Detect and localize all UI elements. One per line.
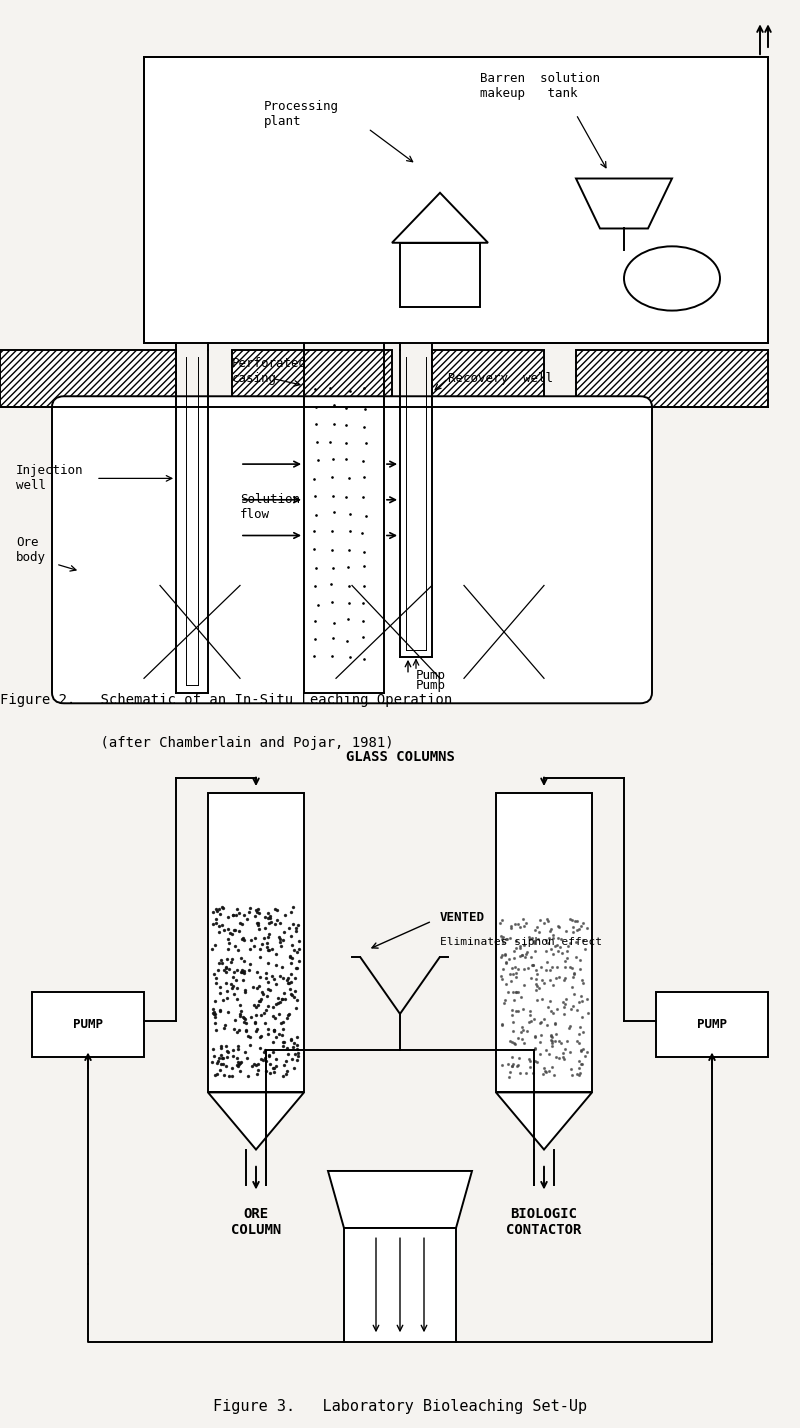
Bar — [232, 350, 392, 407]
Polygon shape — [496, 1092, 592, 1150]
Text: Solution
flow: Solution flow — [240, 493, 300, 521]
Text: Pump: Pump — [416, 668, 446, 683]
Bar — [32, 992, 144, 1057]
Text: GLASS COLUMNS: GLASS COLUMNS — [346, 750, 454, 764]
Polygon shape — [328, 1171, 472, 1228]
Ellipse shape — [624, 246, 720, 311]
Polygon shape — [576, 178, 672, 228]
Bar — [576, 350, 768, 407]
Text: Figure 3.   Laboratory Bioleaching Set-Up: Figure 3. Laboratory Bioleaching Set-Up — [213, 1399, 587, 1414]
Text: PUMP: PUMP — [697, 1018, 727, 1031]
Text: Perforated
casing: Perforated casing — [232, 357, 307, 386]
Text: PUMP: PUMP — [73, 1018, 103, 1031]
Bar — [344, 1228, 456, 1342]
Text: Eliminates siphon effect: Eliminates siphon effect — [440, 937, 602, 948]
Bar — [432, 350, 544, 407]
Bar — [144, 57, 768, 343]
Text: Barren  solution
makeup   tank: Barren solution makeup tank — [480, 71, 600, 100]
Bar — [400, 243, 480, 307]
Text: Figure 2.   Schematic of an In-Situ Leaching Operation: Figure 2. Schematic of an In-Situ Leachi… — [0, 693, 452, 707]
Text: VENTED: VENTED — [440, 911, 485, 924]
FancyBboxPatch shape — [52, 396, 652, 703]
Text: Ore
body: Ore body — [16, 536, 46, 564]
Text: (after Chamberlain and Pojar, 1981): (after Chamberlain and Pojar, 1981) — [0, 735, 394, 750]
Text: Injection
well: Injection well — [16, 464, 83, 493]
Text: Recovery  well: Recovery well — [448, 371, 553, 386]
Bar — [496, 793, 592, 1092]
Text: ORE
COLUMN: ORE COLUMN — [231, 1207, 281, 1237]
Polygon shape — [208, 1092, 304, 1150]
Text: Pump: Pump — [416, 678, 446, 693]
Bar — [656, 992, 768, 1057]
Text: BIOLOGIC
CONTACTOR: BIOLOGIC CONTACTOR — [506, 1207, 582, 1237]
Bar — [0, 350, 176, 407]
Text: Processing
plant: Processing plant — [264, 100, 339, 129]
Bar — [208, 793, 304, 1092]
Polygon shape — [392, 193, 488, 243]
